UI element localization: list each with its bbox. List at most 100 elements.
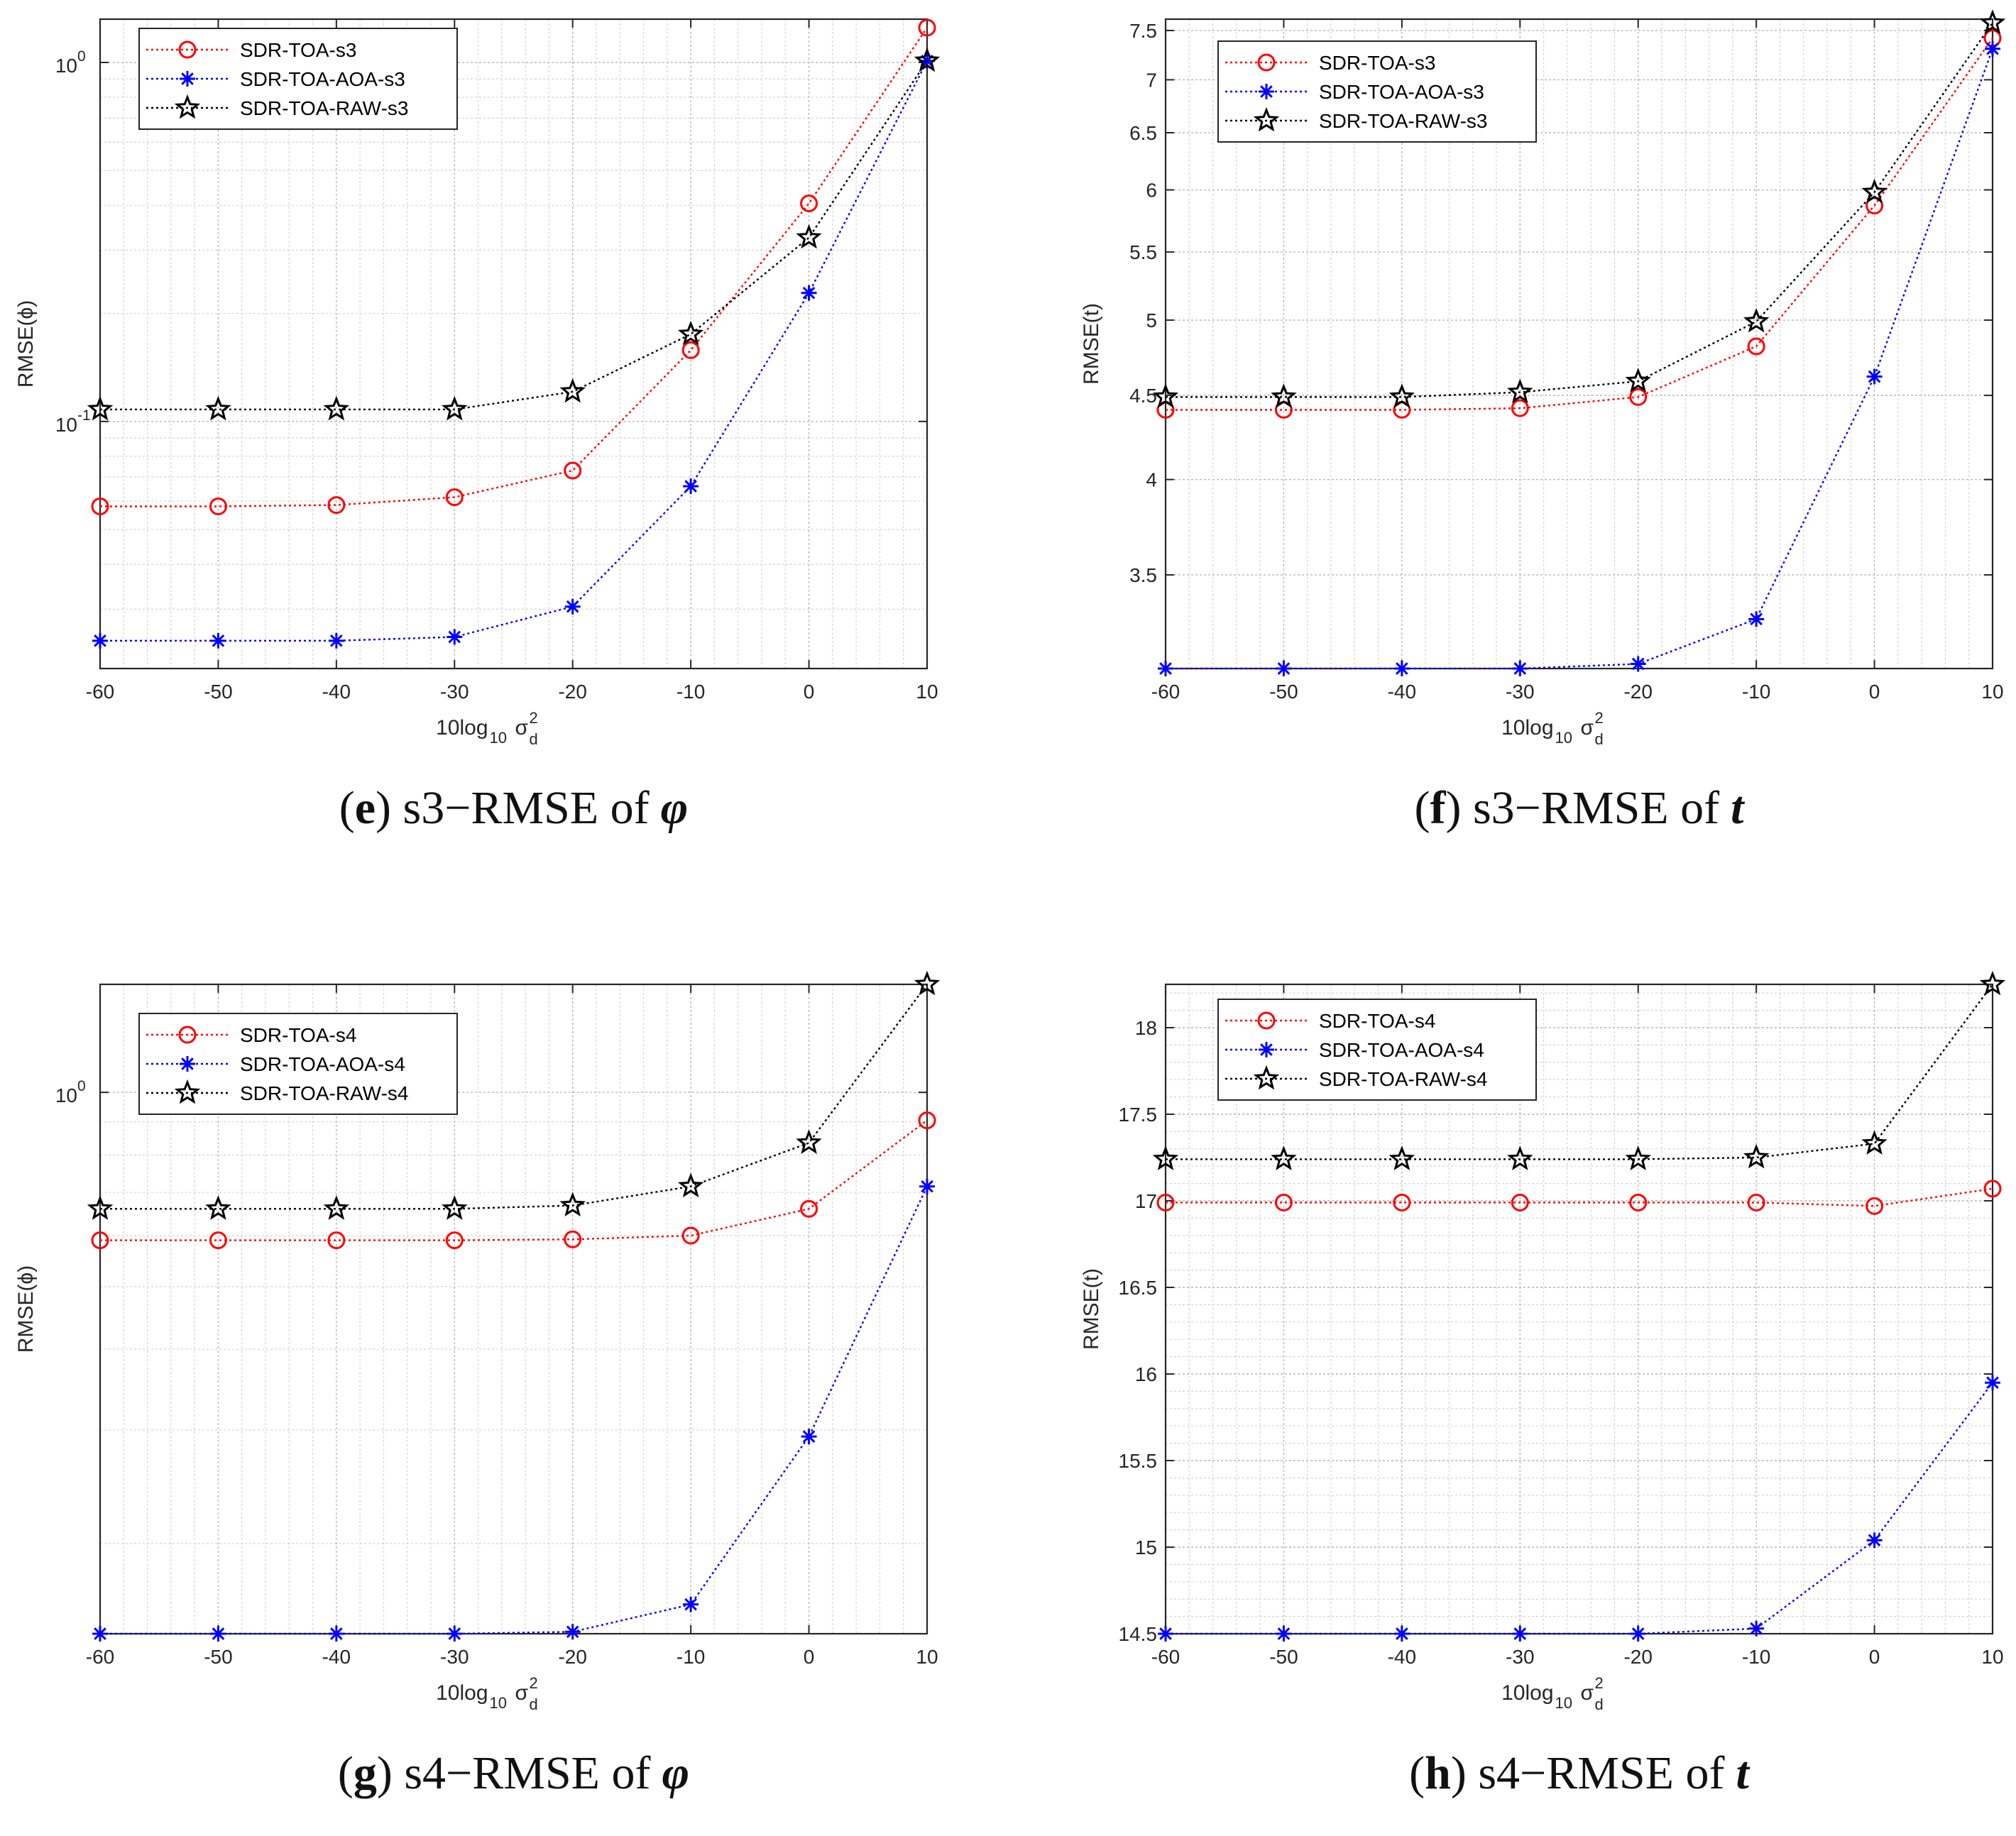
data-point <box>918 18 936 37</box>
x-tick-label: -60 <box>1151 1646 1180 1668</box>
series-line <box>1166 984 1993 1160</box>
data-point <box>564 598 581 615</box>
data-point <box>801 1429 817 1445</box>
y-tick-exponent: 0 <box>77 48 86 65</box>
series-SDR-TOA-s3 <box>91 18 936 516</box>
svg-text:10log: 10log <box>436 716 488 740</box>
legend-entry: SDR-TOA-AOA-s3 <box>1319 81 1484 103</box>
legend-entry: SDR-TOA-s3 <box>1319 52 1435 74</box>
data-point <box>92 1626 108 1642</box>
data-point <box>1274 1193 1293 1211</box>
data-point <box>92 632 108 649</box>
legend: SDR-TOA-s3 SDR-TOA-AOA-s3 SDR-TOA-RAW-s3 <box>138 28 458 130</box>
data-point <box>1985 1375 2000 1391</box>
y-axis-label: RMSE(ϕ) <box>14 1265 38 1353</box>
data-point <box>796 224 822 249</box>
data-point <box>205 395 231 421</box>
svg-text:10: 10 <box>490 1694 507 1712</box>
legend-entry: SDR-TOA-s4 <box>1319 1010 1435 1032</box>
x-tick-label: -40 <box>322 681 351 703</box>
legend-entry: SDR-TOA-s3 <box>240 39 356 61</box>
series-SDR-TOA-AOA-s4 <box>1158 1375 2000 1642</box>
svg-text:10log: 10log <box>1501 716 1553 740</box>
data-point <box>87 1195 114 1220</box>
y-tick-label: 6 <box>1146 180 1157 202</box>
svg-text:σ: σ <box>515 1681 529 1705</box>
y-tick-exponent: 0 <box>77 1078 86 1094</box>
panel-caption: (g) s4−RMSE of φ <box>338 1747 689 1799</box>
x-tick-label: 0 <box>804 1646 815 1668</box>
legend: SDR-TOA-s3 SDR-TOA-AOA-s3 SDR-TOA-RAW-s3 <box>1217 40 1537 143</box>
legend-entry: SDR-TOA-s4 <box>240 1024 356 1046</box>
data-point <box>564 461 582 480</box>
x-tick-label: -60 <box>86 681 114 703</box>
data-point <box>1512 661 1528 676</box>
data-point <box>1511 399 1529 417</box>
plot-frame <box>99 18 928 670</box>
data-point <box>327 1231 346 1250</box>
x-tick-label: -40 <box>1388 681 1416 703</box>
x-tick-label: -30 <box>440 681 469 703</box>
panel-caption: (h) s4−RMSE of t <box>1409 1747 1750 1799</box>
x-tick-label: -60 <box>1151 681 1180 703</box>
data-point <box>683 478 699 495</box>
y-tick-label: 17.5 <box>1119 1104 1158 1126</box>
data-point <box>914 970 941 996</box>
series-line <box>100 1186 928 1635</box>
data-point <box>1156 1193 1175 1211</box>
data-point <box>918 1111 936 1130</box>
data-point <box>800 194 818 213</box>
svg-text:2: 2 <box>1595 709 1604 727</box>
series-line <box>1166 38 1993 411</box>
data-point <box>1625 368 1651 392</box>
x-tick-label: -50 <box>204 681 232 703</box>
x-axis-label: 10log 10 σ 2 d <box>1501 709 1604 748</box>
x-tick-label: 0 <box>1869 1646 1880 1668</box>
y-tick-exponent: -1 <box>77 407 91 424</box>
x-axis-label: 10log 10 σ 2 d <box>436 1674 538 1713</box>
data-point <box>677 1172 704 1198</box>
series-SDR-TOA-RAW-s3 <box>1152 9 2006 408</box>
data-point <box>1866 1197 1884 1215</box>
data-point <box>1511 1193 1529 1211</box>
data-point <box>1861 178 1888 204</box>
x-tick-label: -20 <box>558 681 586 703</box>
svg-text:σ: σ <box>515 716 529 740</box>
series-line <box>1166 22 1993 398</box>
svg-text:10: 10 <box>490 729 507 747</box>
x-tick-label: 10 <box>1981 1646 2003 1668</box>
svg-text:10: 10 <box>1555 729 1572 747</box>
series-SDR-TOA-RAW-s4 <box>87 970 941 1220</box>
legend: SDR-TOA-s4 SDR-TOA-AOA-s4 SDR-TOA-RAW-s4 <box>138 1013 458 1115</box>
y-tick-label: 5 <box>1146 309 1157 331</box>
legend-entry: SDR-TOA-RAW-s3 <box>240 97 409 119</box>
x-tick-label: -10 <box>676 681 705 703</box>
data-point <box>1743 308 1770 333</box>
data-point <box>1276 1626 1292 1642</box>
svg-text:2: 2 <box>530 709 538 727</box>
series-line <box>1166 1187 1993 1207</box>
data-point <box>323 395 350 421</box>
x-tick-label: -30 <box>1506 1646 1534 1668</box>
series-line <box>100 1119 928 1241</box>
data-point <box>1152 383 1179 408</box>
data-point <box>1979 9 2006 34</box>
data-point <box>328 632 344 649</box>
series-line <box>1166 48 1994 670</box>
series-line <box>100 60 928 642</box>
data-point <box>1512 1626 1528 1642</box>
data-point <box>1625 1145 1651 1170</box>
data-point <box>1985 40 2000 57</box>
data-point <box>1861 1130 1888 1155</box>
x-tick-label: 0 <box>804 681 815 703</box>
y-axis-label: RMSE(t) <box>1080 303 1103 385</box>
series-SDR-TOA-s4 <box>1156 1180 2002 1215</box>
y-tick-label: 10 <box>55 1084 77 1106</box>
x-axis-label: 10log 10 σ 2 d <box>1501 1674 1604 1713</box>
legend-marker <box>174 94 201 119</box>
data-point <box>210 1626 226 1642</box>
x-tick-label: 0 <box>1869 681 1880 703</box>
data-point <box>1393 1626 1410 1642</box>
x-tick-label: -10 <box>1742 1646 1770 1668</box>
